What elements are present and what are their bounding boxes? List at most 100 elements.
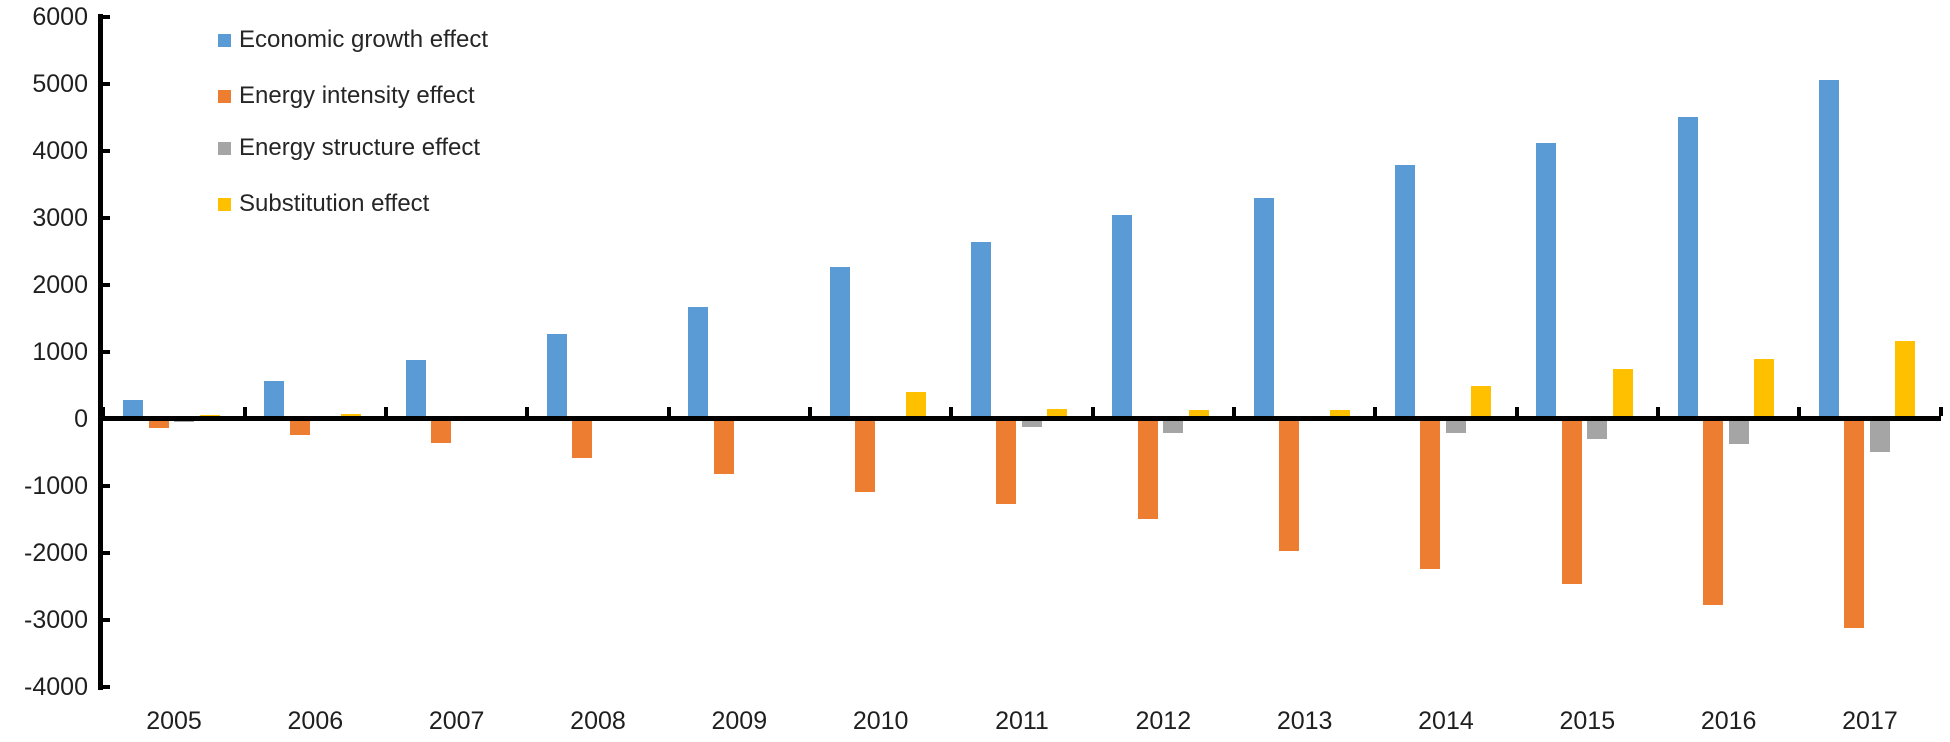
bar-2006-series-1 bbox=[289, 418, 310, 436]
legend-item: Substitution effect bbox=[218, 191, 429, 217]
bar-2012-series-0 bbox=[1112, 215, 1133, 419]
x-tick-label-2007: 2007 bbox=[428, 707, 485, 735]
bar-2015-series-0 bbox=[1536, 143, 1557, 419]
x-tick-label-2016: 2016 bbox=[1700, 707, 1757, 735]
bar-2011-series-1 bbox=[996, 418, 1017, 504]
bar-2010-series-1 bbox=[855, 418, 876, 492]
y-tick-mark bbox=[100, 215, 110, 220]
bar-2007-series-0 bbox=[405, 359, 426, 419]
bar-2012-series-2 bbox=[1163, 418, 1184, 434]
bar-2008-series-0 bbox=[546, 334, 567, 419]
y-tick-mark bbox=[100, 148, 110, 153]
bar-2012-series-3 bbox=[1188, 409, 1209, 419]
x-tick-label-2012: 2012 bbox=[1135, 707, 1192, 735]
y-tick-label: 0 bbox=[74, 404, 88, 433]
y-tick-label: -2000 bbox=[24, 538, 88, 567]
x-tick-label-2011: 2011 bbox=[995, 707, 1049, 735]
bar-2005-series-0 bbox=[123, 399, 143, 419]
y-tick-mark bbox=[100, 550, 110, 555]
bar-2014-series-1 bbox=[1420, 418, 1441, 569]
bar-2017-series-0 bbox=[1818, 79, 1839, 419]
y-tick-mark bbox=[100, 684, 110, 689]
bar-2011-series-0 bbox=[970, 242, 991, 419]
x-axis-line bbox=[98, 416, 1941, 422]
x-tick-label-2015: 2015 bbox=[1559, 707, 1616, 735]
bar-2014-series-2 bbox=[1445, 418, 1466, 434]
y-tick-label: 3000 bbox=[32, 203, 88, 232]
y-tick-mark bbox=[100, 416, 110, 421]
y-tick-mark bbox=[100, 617, 110, 622]
x-tick-mark bbox=[1373, 407, 1378, 417]
x-tick-label-2005: 2005 bbox=[146, 707, 202, 735]
x-tick-mark bbox=[101, 407, 106, 417]
x-tick-mark bbox=[1090, 407, 1095, 417]
y-tick-label: 2000 bbox=[32, 270, 88, 299]
x-tick-mark bbox=[1231, 407, 1236, 417]
bar-2015-series-1 bbox=[1561, 418, 1582, 584]
bar-2007-series-1 bbox=[431, 418, 452, 443]
bar-2016-series-2 bbox=[1728, 418, 1749, 445]
bar-2013-series-3 bbox=[1330, 409, 1351, 419]
bar-2005-series-1 bbox=[148, 418, 169, 429]
bar-2015-series-3 bbox=[1612, 369, 1633, 419]
bar-2011-series-3 bbox=[1047, 408, 1068, 419]
legend-item: Energy structure effect bbox=[218, 135, 480, 161]
bar-2016-series-0 bbox=[1677, 116, 1698, 419]
bar-2015-series-2 bbox=[1587, 418, 1608, 439]
y-tick-mark bbox=[100, 14, 110, 19]
bar-2012-series-1 bbox=[1137, 418, 1158, 520]
y-tick-label: -1000 bbox=[24, 471, 88, 500]
x-tick-mark bbox=[1514, 407, 1519, 417]
x-tick-mark bbox=[1655, 407, 1660, 417]
x-tick-mark bbox=[242, 407, 247, 417]
x-tick-label-2017: 2017 bbox=[1842, 707, 1898, 735]
y-tick-label: 6000 bbox=[32, 2, 88, 31]
bar-2011-series-2 bbox=[1021, 418, 1042, 428]
bar-2017-series-2 bbox=[1869, 418, 1890, 453]
bar-2016-series-3 bbox=[1754, 359, 1775, 419]
bar-2014-series-3 bbox=[1471, 385, 1492, 419]
y-tick-label: -4000 bbox=[24, 672, 88, 701]
x-tick-label-2006: 2006 bbox=[287, 707, 344, 735]
x-tick-label-2013: 2013 bbox=[1276, 707, 1333, 735]
x-tick-label-2010: 2010 bbox=[852, 707, 909, 735]
bar-2009-series-1 bbox=[713, 418, 734, 475]
legend-label: Economic growth effect bbox=[239, 26, 489, 53]
legend-item: Economic growth effect bbox=[218, 27, 488, 53]
x-tick-label-2014: 2014 bbox=[1418, 707, 1474, 735]
legend-item: Energy intensity effect bbox=[218, 83, 475, 109]
x-tick-label-2009: 2009 bbox=[711, 707, 768, 735]
x-tick-label-2008: 2008 bbox=[570, 707, 626, 735]
legend-label: Substitution effect bbox=[239, 190, 430, 217]
y-tick-mark bbox=[100, 282, 110, 287]
x-tick-mark bbox=[666, 407, 671, 417]
y-tick-mark bbox=[100, 483, 110, 488]
legend-swatch-icon bbox=[218, 141, 231, 155]
bar-2017-series-3 bbox=[1895, 340, 1916, 419]
y-tick-mark bbox=[100, 81, 110, 86]
legend-label: Energy structure effect bbox=[239, 134, 481, 161]
y-tick-label: 5000 bbox=[32, 69, 88, 98]
y-tick-label: 1000 bbox=[32, 337, 88, 366]
bar-2008-series-1 bbox=[572, 418, 593, 459]
legend-swatch-icon bbox=[218, 33, 231, 47]
bar-2006-series-0 bbox=[264, 381, 285, 419]
x-tick-mark bbox=[383, 407, 388, 417]
bar-2016-series-1 bbox=[1703, 418, 1724, 605]
bar-2010-series-3 bbox=[906, 391, 927, 419]
x-tick-mark bbox=[525, 407, 530, 417]
x-tick-mark bbox=[1938, 407, 1943, 417]
bar-2013-series-0 bbox=[1253, 197, 1274, 419]
bar-2014-series-0 bbox=[1394, 165, 1415, 419]
bar-2013-series-1 bbox=[1279, 418, 1300, 551]
x-tick-mark bbox=[949, 407, 954, 417]
legend-swatch-icon bbox=[218, 197, 231, 211]
x-tick-mark bbox=[1797, 407, 1802, 417]
bar-2017-series-1 bbox=[1844, 418, 1865, 629]
y-tick-label: -3000 bbox=[24, 605, 88, 634]
bar-2010-series-0 bbox=[829, 267, 850, 419]
bar-2009-series-0 bbox=[688, 307, 709, 419]
legend-label: Energy intensity effect bbox=[239, 82, 475, 109]
x-tick-mark bbox=[807, 407, 812, 417]
